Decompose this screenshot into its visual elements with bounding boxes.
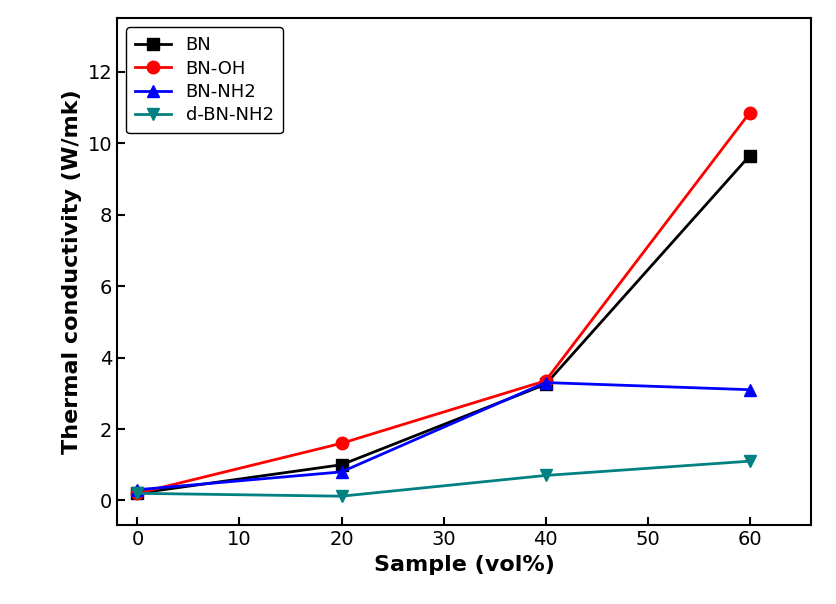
BN-NH2 bbox=[541, 379, 551, 386]
d-BN-NH2 bbox=[337, 492, 347, 500]
d-BN-NH2 bbox=[541, 472, 551, 479]
BN bbox=[541, 381, 551, 388]
Line: d-BN-NH2: d-BN-NH2 bbox=[131, 455, 756, 503]
Legend: BN, BN-OH, BN-NH2, d-BN-NH2: BN, BN-OH, BN-NH2, d-BN-NH2 bbox=[126, 27, 283, 133]
BN-NH2 bbox=[337, 468, 347, 475]
X-axis label: Sample (vol%): Sample (vol%) bbox=[374, 555, 554, 575]
BN-OH bbox=[541, 377, 551, 384]
d-BN-NH2 bbox=[745, 458, 755, 465]
Line: BN: BN bbox=[131, 149, 756, 500]
BN bbox=[337, 461, 347, 468]
BN bbox=[745, 152, 755, 159]
BN-NH2 bbox=[132, 486, 142, 493]
Line: BN-NH2: BN-NH2 bbox=[131, 376, 756, 496]
Line: BN-OH: BN-OH bbox=[131, 106, 756, 500]
BN-NH2 bbox=[745, 386, 755, 393]
BN bbox=[132, 490, 142, 497]
BN-OH bbox=[132, 490, 142, 497]
BN-OH bbox=[337, 440, 347, 447]
Y-axis label: Thermal conductivity (W/mk): Thermal conductivity (W/mk) bbox=[62, 89, 82, 454]
d-BN-NH2 bbox=[132, 490, 142, 497]
BN-OH bbox=[745, 109, 755, 117]
